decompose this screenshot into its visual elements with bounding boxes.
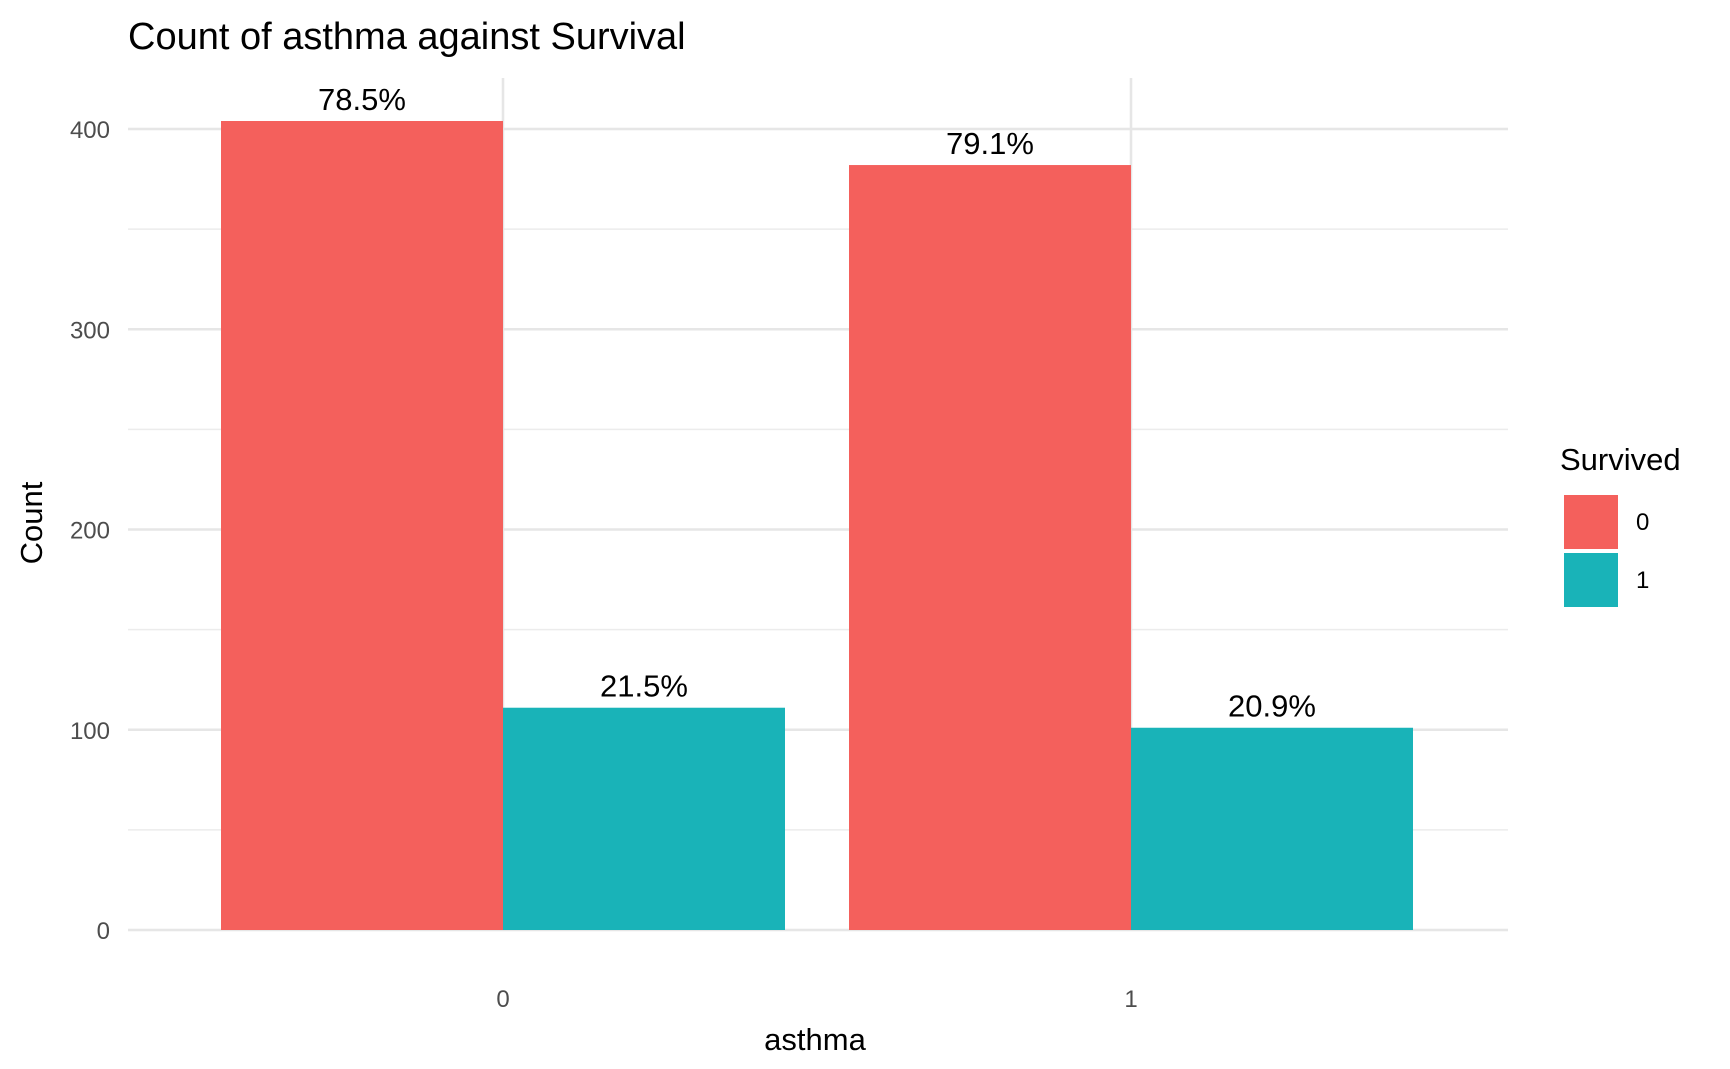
bar-0-survived-0	[221, 120, 503, 931]
legend-title: Survived	[1560, 442, 1681, 477]
x-tick-label: 0	[496, 986, 509, 1013]
bar-1-survived-0	[849, 165, 1131, 931]
data-label-1-survived-1: 20.9%	[1228, 689, 1316, 724]
legend-items: 01	[1564, 495, 1649, 607]
x-axis-title: asthma	[764, 1022, 866, 1057]
y-axis-ticks: 0 100 200 300 400	[70, 117, 110, 945]
bars	[221, 120, 1413, 931]
data-labels: 78.5% 21.5% 79.1% 20.9%	[318, 82, 1316, 724]
y-axis-title: Count	[14, 481, 49, 564]
y-tick-label: 300	[70, 317, 110, 344]
bar-1-survived-1	[1131, 727, 1413, 930]
data-label-0-survived-1: 21.5%	[600, 669, 688, 704]
data-label-0-survived-0: 78.5%	[318, 82, 406, 117]
y-tick-label: 100	[70, 718, 110, 745]
chart-title: Count of asthma against Survival	[128, 16, 686, 58]
legend-swatch-0	[1564, 495, 1618, 549]
legend-label-1: 1	[1636, 567, 1649, 594]
bar-0-survived-1	[503, 707, 785, 930]
y-tick-label: 0	[97, 918, 110, 945]
legend-label-0: 0	[1636, 509, 1649, 536]
legend: Survived 01	[1560, 442, 1681, 607]
x-tick-label: 1	[1124, 986, 1137, 1013]
legend-swatch-1	[1564, 553, 1618, 607]
y-tick-label: 200	[70, 518, 110, 545]
y-tick-label: 400	[70, 117, 110, 144]
data-label-1-survived-0: 79.1%	[946, 126, 1034, 161]
